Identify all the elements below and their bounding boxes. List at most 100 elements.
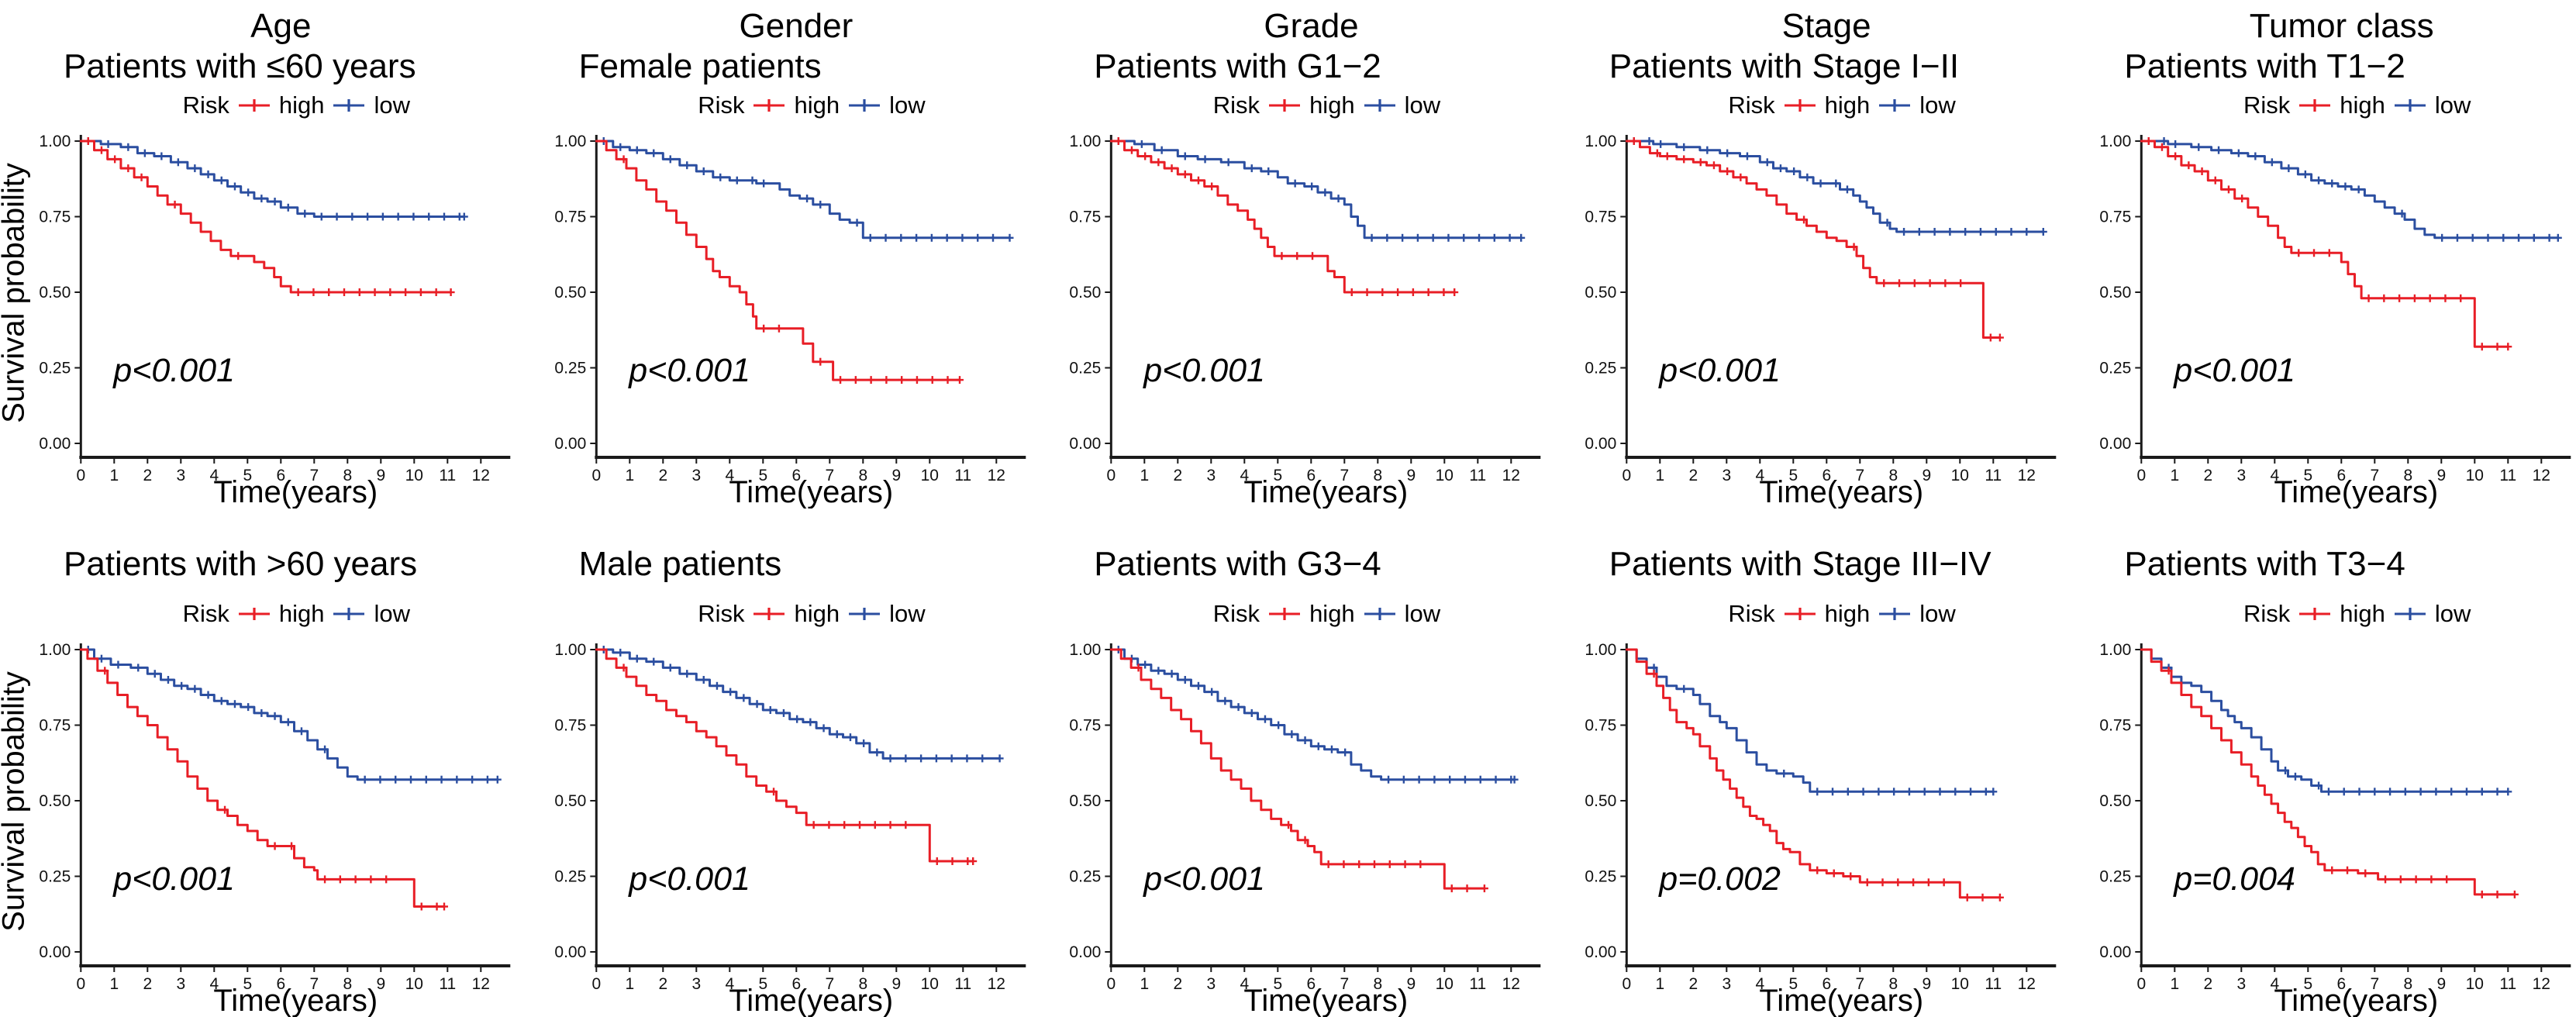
x-tick-label: 11 — [439, 467, 456, 484]
p-value: p<0.001 — [2173, 352, 2296, 389]
legend-label-low: low — [1404, 600, 1441, 627]
km-panel: Stage Patients with Stage I−II Risk high low… — [1546, 0, 2061, 508]
low-risk-marker-icon — [333, 99, 365, 112]
x-tick-label: 10 — [2466, 467, 2484, 484]
legend-label-high: high — [278, 91, 325, 119]
x-tick-label: 7 — [2371, 467, 2380, 484]
x-tick-label: 9 — [891, 467, 901, 484]
x-tick-label: 2 — [658, 467, 667, 484]
x-tick-label: 0 — [76, 975, 85, 993]
high-risk-marker-icon — [238, 608, 270, 620]
panel-header: Male patients — [516, 508, 1031, 595]
x-tick-label: 11 — [1470, 467, 1487, 484]
x-tick-label: 0 — [2137, 975, 2147, 993]
high-risk-marker-icon — [1269, 608, 1301, 620]
risk-legend: Risk high low — [2138, 87, 2576, 124]
y-tick-label: 1.00 — [1585, 641, 1616, 659]
x-tick-label: 0 — [1622, 975, 1631, 993]
high-risk-marker-icon — [2299, 608, 2331, 620]
x-tick-label: 4 — [2271, 467, 2280, 484]
risk-legend: Risk high low — [1108, 87, 1546, 124]
x-tick-label: 10 — [405, 467, 423, 484]
x-tick-label: 7 — [825, 467, 834, 484]
y-tick-label: 0.50 — [1070, 792, 1102, 810]
x-tick-label: 8 — [343, 467, 352, 484]
x-tick-label: 0 — [591, 467, 601, 484]
y-tick-label: 0.75 — [554, 209, 586, 226]
risk-legend: Risk high low — [1623, 595, 2061, 633]
x-tick-label: 4 — [725, 467, 734, 484]
x-tick-label: 6 — [1822, 467, 1831, 484]
x-tick-label: 4 — [1240, 467, 1250, 484]
x-tick-label: 4 — [1755, 975, 1764, 993]
low-risk-marker-icon — [849, 608, 881, 620]
low-risk-curve — [595, 646, 1004, 763]
x-tick-label: 6 — [1307, 975, 1316, 993]
y-tick-label: 0.25 — [39, 868, 71, 886]
x-tick-label: 7 — [1340, 467, 1350, 484]
legend-label-high: high — [1824, 600, 1871, 627]
p-value: p=0.004 — [2173, 860, 2296, 898]
x-tick-label: 2 — [1174, 975, 1183, 993]
x-tick-label: 5 — [243, 467, 252, 484]
x-tick-label: 11 — [1985, 467, 2002, 484]
survival-plot: Survival probability 0.00 0.25 0.50 0.75 1.00… — [0, 133, 511, 508]
y-tick-label: 0.75 — [39, 717, 71, 735]
p-value: p<0.001 — [1142, 352, 1265, 389]
panel-subtitle: Patients with G3−4 — [1094, 545, 1381, 583]
x-tick-label: 5 — [1274, 467, 1283, 484]
legend-title: Risk — [2243, 91, 2291, 119]
panel-subtitle: Patients with Stage I−II — [1609, 47, 1960, 85]
survival-plot: 0.000.250.500.751.000 1 2 3 4 5 6 7 8 9 10 11 12Time… — [1070, 641, 1541, 1017]
low-risk-marker-icon — [849, 99, 881, 112]
x-tick-label: 10 — [405, 975, 423, 993]
risk-legend: Risk high low — [78, 87, 516, 124]
high-risk-marker-icon — [1269, 99, 1301, 112]
x-tick-label: 4 — [2271, 975, 2280, 993]
low-risk-curve — [79, 646, 502, 784]
y-tick-label: 0.50 — [39, 284, 71, 302]
low-risk-marker-icon — [2394, 608, 2426, 620]
x-tick-label: 3 — [691, 467, 701, 484]
legend-label-high: high — [2340, 91, 2385, 119]
y-tick-label: 0.50 — [2100, 284, 2132, 302]
x-tick-label: 2 — [2204, 975, 2213, 993]
x-tick-label: 8 — [1888, 975, 1898, 993]
survival-plot: 0.000.250.500.751.000 1 2 3 4 5 6 7 8 9 10 11 12Time… — [554, 641, 1026, 1017]
high-risk-curve — [1625, 648, 2004, 902]
y-tick-label: 1.00 — [554, 641, 586, 659]
high-risk-curve — [1109, 137, 1459, 296]
panel-subtitle: Male patients — [578, 545, 782, 583]
legend-label-high: high — [1309, 91, 1355, 119]
y-tick-label: 0.25 — [1070, 360, 1102, 377]
panel-subtitle: Patients with ≤60 years — [64, 47, 416, 85]
y-axis-label: Survival probability — [0, 671, 30, 932]
x-axis-label: Time(years) — [1759, 475, 1923, 508]
y-tick-label: 1.00 — [2100, 641, 2132, 659]
legend-label-low: low — [374, 600, 410, 627]
x-tick-label: 8 — [858, 467, 867, 484]
x-tick-label: 12 — [472, 467, 490, 484]
low-risk-marker-icon — [333, 608, 365, 620]
x-tick-label: 11 — [1985, 975, 2002, 993]
high-risk-curve — [79, 648, 448, 911]
x-tick-label: 6 — [2337, 975, 2347, 993]
low-risk-curve — [79, 137, 468, 221]
x-tick-label: 5 — [1788, 467, 1798, 484]
x-tick-label: 11 — [954, 975, 971, 993]
legend-label-high: high — [2340, 600, 2385, 627]
legend-label-low: low — [889, 91, 926, 119]
x-tick-label: 3 — [2237, 467, 2247, 484]
x-axis-label: Time(years) — [2274, 984, 2439, 1017]
y-tick-label: 0.75 — [1070, 209, 1102, 226]
y-tick-label: 0.25 — [1070, 868, 1102, 886]
x-tick-label: 10 — [1950, 467, 1968, 484]
x-tick-label: 2 — [1688, 975, 1698, 993]
x-tick-label: 4 — [209, 975, 219, 993]
y-tick-label: 1.00 — [1070, 133, 1102, 150]
x-tick-label: 9 — [2437, 467, 2447, 484]
x-tick-label: 5 — [1788, 975, 1798, 993]
x-tick-label: 12 — [1502, 975, 1520, 993]
x-tick-label: 10 — [2466, 975, 2484, 993]
low-risk-curve — [2140, 137, 2563, 242]
